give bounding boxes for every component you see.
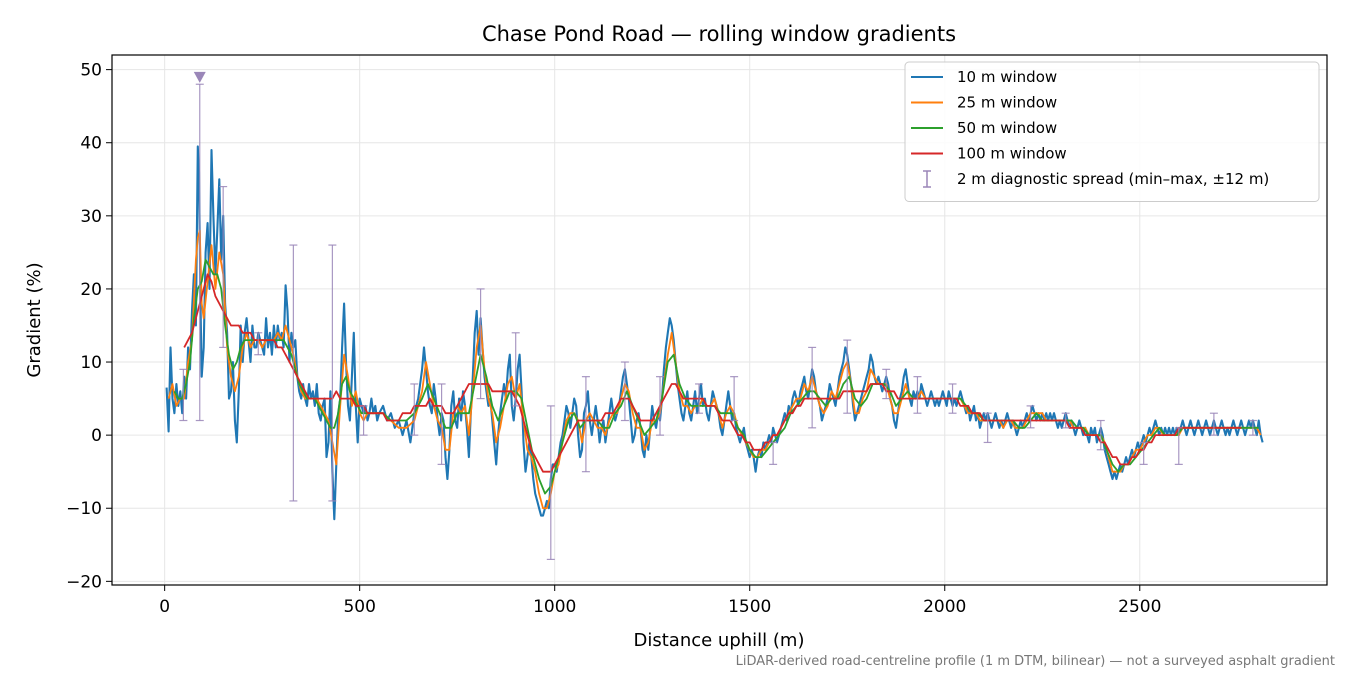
legend-label: 50 m window [957,119,1057,137]
y-tick-label: 0 [91,426,102,446]
y-tick-label: 30 [80,207,102,227]
footnote: LiDAR-derived road-centreline profile (1… [736,654,1335,669]
x-tick-label: 2000 [923,597,966,617]
overflow-marker [193,71,206,83]
x-tick-label: 500 [343,597,375,617]
errorbars [179,71,1257,561]
y-tick-label: 10 [80,353,102,373]
legend-label: 2 m diagnostic spread (min–max, ±12 m) [957,170,1269,188]
x-axis-ticks: 0 500 1000 1500 2000 2500 [159,585,1161,617]
y-tick-label: 20 [80,280,102,300]
y-tick-label: −10 [66,499,102,519]
y-axis-title: Gradient (%) [24,262,45,377]
y-tick-label: 40 [80,134,102,154]
y-tick-label: 50 [80,61,102,81]
y-tick-label: −20 [66,572,102,592]
legend-label: 100 m window [957,145,1067,163]
plot-frame [111,54,1328,586]
grid [112,55,1327,585]
chart-title: Chase Pond Road — rolling window gradien… [482,22,956,46]
x-tick-label: 0 [159,597,170,617]
x-tick-label: 1000 [533,597,576,617]
x-tick-label: 1500 [728,597,771,617]
legend-label: 25 m window [957,94,1057,112]
legend-box [904,61,1320,202]
y-axis-ticks: −20 −10 0 10 20 30 40 50 [66,61,112,592]
legend-label: 10 m window [957,68,1057,86]
x-tick-label: 2500 [1118,597,1161,617]
legend: 10 m window 25 m window 50 m window 100 m w… [904,61,1320,202]
x-axis-title: Distance uphill (m) [634,630,805,651]
